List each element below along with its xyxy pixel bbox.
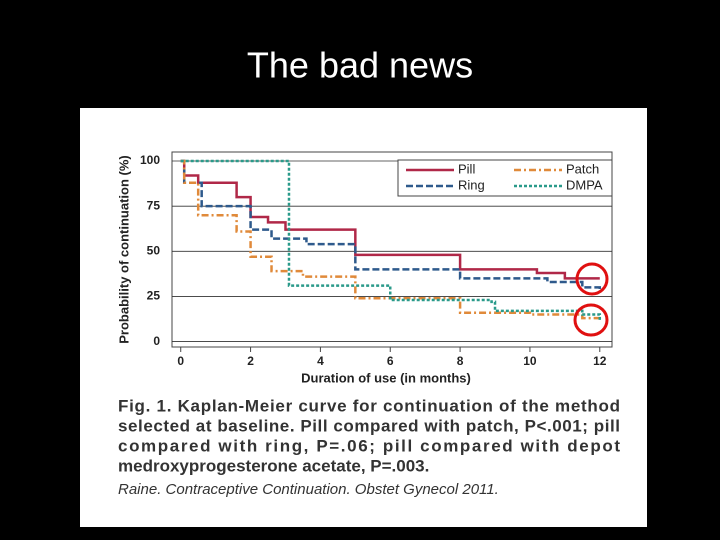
y-tick-label: 50 — [147, 243, 161, 257]
x-tick-label: 10 — [523, 354, 537, 368]
legend-box — [397, 159, 613, 197]
legend-label: Patch — [566, 161, 599, 176]
x-tick-label: 4 — [317, 354, 324, 368]
step-line — [180, 159, 602, 322]
legend-label: DMPA — [566, 177, 603, 192]
y-tick-label: 100 — [140, 153, 160, 167]
x-tick-label: 12 — [593, 354, 607, 368]
x-tick-label: 8 — [457, 354, 464, 368]
caption-line: medroxyprogesterone acetate, P=.003. — [118, 456, 429, 475]
caption-line: compared with ring, P=.06; pill compared… — [118, 436, 620, 455]
y-tick-label: 25 — [147, 289, 161, 303]
x-axis-label: Duration of use (in months) — [301, 370, 471, 385]
x-tick-label: 0 — [177, 354, 184, 368]
caption-source: Raine. Contraceptive Continuation. Obste… — [118, 481, 499, 498]
caption-line: selected at baseline. Pill compared with… — [118, 416, 620, 435]
legend-label: Ring — [458, 177, 485, 192]
x-tick-label: 2 — [247, 354, 254, 368]
legend-label: Pill — [458, 161, 475, 176]
caption-line: Fig. 1. Kaplan-Meier curve for continuat… — [118, 396, 620, 415]
highlight-circle — [573, 303, 609, 337]
plot-frame — [171, 151, 613, 348]
plot-area — [172, 159, 612, 342]
highlight-circle — [575, 262, 609, 296]
y-tick-label: 0 — [153, 334, 160, 348]
slide-title: The bad news — [247, 45, 473, 86]
y-axis-label: Probability of continuation (%) — [116, 155, 131, 344]
step-line — [180, 159, 602, 320]
step-line — [180, 159, 602, 290]
y-tick-label: 75 — [147, 198, 161, 212]
x-tick-label: 6 — [387, 354, 394, 368]
step-line — [180, 159, 600, 280]
